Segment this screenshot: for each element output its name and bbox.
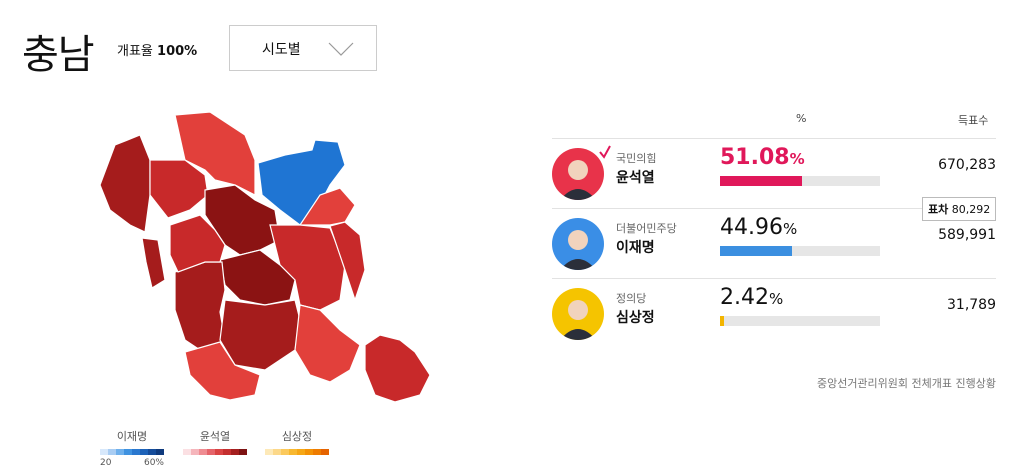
legend-label: 이재명	[116, 430, 148, 443]
vote-bar	[720, 316, 880, 326]
map-region[interactable]	[294, 304, 361, 383]
vote-bar-fill	[720, 316, 724, 326]
candidate-row: 국민의힘 윤석열 51.08% 670,283	[552, 138, 996, 209]
gap-label: 표차	[928, 203, 949, 216]
candidate-name: 윤석열	[616, 170, 655, 186]
candidate-name: 심상정	[616, 310, 655, 326]
legend-swatch	[183, 449, 247, 455]
count-rate: 개표율 100%	[117, 40, 197, 59]
pct-sign: %	[768, 290, 784, 308]
count-label: 개표율	[117, 44, 153, 59]
vote-percent: 44.96%	[720, 215, 797, 240]
party-name: 더불어민주당	[616, 222, 677, 235]
vote-bar	[720, 176, 880, 186]
pct-value: 44.96	[720, 215, 783, 240]
vote-bar-fill	[720, 246, 792, 256]
vote-bar-fill	[720, 176, 802, 186]
map-region[interactable]	[364, 334, 431, 403]
votes-column-header: 득표수	[958, 114, 989, 127]
gap-value: 80,292	[951, 203, 991, 216]
candidate-row: 더불어민주당 이재명 44.96% 589,991	[552, 208, 996, 279]
region-level-dropdown[interactable]: 시도별	[229, 25, 377, 71]
legend-0: 이재명 20 60%	[100, 428, 164, 468]
party-name: 국민의힘	[616, 152, 657, 165]
legend-max: 60%	[143, 458, 164, 468]
legend-1: 윤석열	[183, 428, 247, 455]
map-region[interactable]	[298, 187, 356, 226]
vote-bar	[720, 246, 880, 256]
pct-sign: %	[789, 150, 805, 168]
legend-min: 20	[100, 458, 112, 468]
vote-count: 670,283	[938, 157, 996, 173]
map-region[interactable]	[174, 111, 256, 196]
map-region[interactable]	[257, 139, 346, 226]
pct-sign: %	[782, 220, 798, 238]
source-note: 중앙선거관리위원회 전체개표 진행상황	[816, 377, 996, 390]
vote-percent: 51.08%	[720, 145, 805, 170]
map-region[interactable]	[174, 261, 226, 351]
legend-swatch	[265, 449, 329, 455]
candidate-avatar	[552, 148, 604, 200]
map-region[interactable]	[219, 249, 296, 306]
candidate-row: 정의당 심상정 2.42% 31,789	[552, 278, 996, 349]
count-value: 100%	[157, 44, 198, 59]
winner-check-icon	[599, 145, 611, 159]
map-region[interactable]	[99, 134, 151, 233]
pct-value: 51.08	[720, 145, 790, 170]
pct-column-header: %	[796, 112, 807, 125]
map-region[interactable]	[141, 237, 166, 289]
legend-label: 심상정	[281, 430, 313, 443]
legend-swatch	[100, 449, 164, 455]
map-region[interactable]	[149, 159, 209, 219]
candidate-avatar	[552, 218, 604, 270]
vote-percent: 2.42%	[720, 285, 783, 310]
chevron-down-icon	[328, 42, 354, 56]
region-title: 충남	[22, 32, 95, 78]
map-region[interactable]	[184, 341, 261, 401]
party-name: 정의당	[616, 292, 647, 305]
vote-count: 31,789	[947, 297, 996, 313]
candidate-name: 이재명	[616, 240, 655, 256]
map-region[interactable]	[169, 214, 226, 273]
choropleth-map	[99, 111, 431, 403]
legend-label: 윤석열	[199, 430, 231, 443]
vote-count: 589,991	[938, 227, 996, 243]
candidate-avatar	[552, 288, 604, 340]
vote-gap-badge: 표차 80,292	[922, 197, 997, 221]
legend-2: 심상정	[265, 428, 329, 455]
pct-value: 2.42	[720, 285, 769, 310]
dropdown-label: 시도별	[262, 42, 301, 58]
map-region[interactable]	[329, 221, 366, 302]
